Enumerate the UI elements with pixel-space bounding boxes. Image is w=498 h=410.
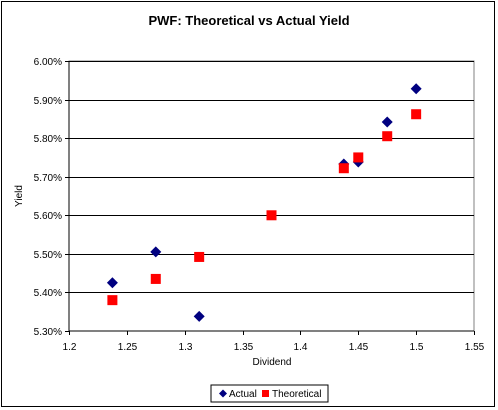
y-tick-label: 5.70% — [34, 173, 62, 184]
point-theoretical — [411, 109, 422, 120]
point-theoretical — [338, 163, 349, 174]
x-axis: 1.2 1.25 1.3 1.35 1.4 1.45 1.5 1.55 — [63, 330, 485, 353]
point-actual — [410, 83, 422, 95]
x-axis-title: Dividend — [253, 357, 292, 368]
y-axis-title: Yield — [14, 185, 25, 207]
x-tick-label: 1.45 — [349, 342, 369, 353]
x-tick-label: 1.4 — [294, 342, 308, 353]
data-markers — [106, 83, 422, 322]
chart-title: PWF: Theoretical vs Actual Yield — [148, 13, 349, 28]
y-tick-label: 5.80% — [34, 134, 62, 145]
plot-area — [68, 60, 475, 332]
x-tick-label: 1.55 — [465, 342, 485, 353]
point-theoretical — [266, 210, 277, 221]
legend: Actual Theoretical — [210, 384, 329, 403]
point-theoretical — [382, 131, 393, 142]
point-theoretical — [107, 295, 118, 306]
legend-label-actual: Actual — [229, 389, 257, 400]
point-theoretical — [194, 251, 205, 262]
point-actual — [150, 246, 162, 258]
point-actual — [193, 310, 205, 322]
x-tick-label: 1.3 — [179, 342, 193, 353]
point-theoretical — [150, 273, 161, 284]
x-tick-label: 1.2 — [63, 342, 77, 353]
legend-marker-actual — [219, 389, 227, 398]
grid-lines — [69, 61, 474, 293]
x-tick-label: 1.25 — [118, 342, 138, 353]
y-tick-label: 5.90% — [34, 96, 62, 107]
y-tick-label: 5.40% — [34, 288, 62, 299]
legend-box — [210, 384, 329, 403]
x-tick-label: 1.35 — [234, 342, 254, 353]
legend-marker-theoretical — [262, 390, 269, 397]
legend-label-theoretical: Theoretical — [272, 389, 321, 400]
point-theoretical — [353, 152, 364, 163]
point-actual — [106, 277, 118, 289]
y-tick-label: 5.50% — [34, 250, 62, 261]
x-tick-label: 1.5 — [410, 342, 424, 353]
y-tick-label: 5.60% — [34, 211, 62, 222]
point-actual — [381, 116, 393, 128]
y-axis: 5.30% 5.40% 5.50% 5.60% 5.70% 5.80% 5.90% 6.00% — [34, 57, 70, 338]
y-tick-label: 6.00% — [34, 57, 62, 68]
y-tick-label: 5.30% — [34, 327, 62, 338]
